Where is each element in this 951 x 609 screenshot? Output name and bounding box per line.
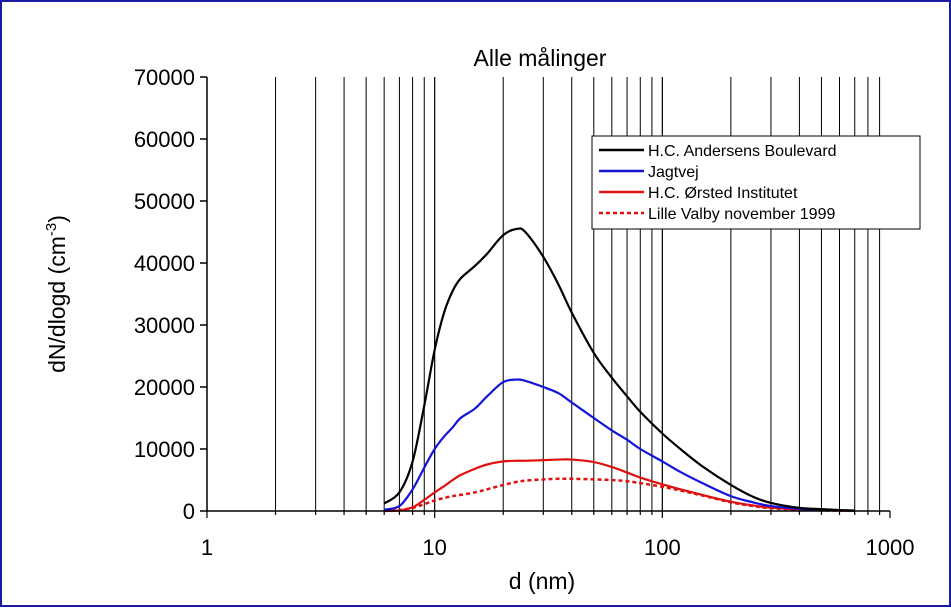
- chart-title: Alle målinger: [474, 45, 607, 71]
- y-tick-label: 70000: [134, 65, 195, 90]
- y-axis-label-superscript: -3: [43, 223, 60, 236]
- axes: [200, 76, 891, 518]
- y-tick-labels: 0 10000 20000 30000 40000 50000 60000 70000: [134, 65, 195, 524]
- x-tick-label: 10: [422, 535, 446, 560]
- x-tick-labels: 1 10 100 1000: [201, 535, 915, 560]
- legend: H.C. Andersens Boulevard Jagtvej H.C. Ørst…: [591, 135, 921, 230]
- y-tick-label: 60000: [134, 127, 195, 152]
- y-tick-label: 20000: [134, 375, 195, 400]
- y-tick-label: 0: [183, 499, 195, 524]
- grid-lines: [275, 77, 881, 511]
- x-tick-label: 1000: [866, 535, 915, 560]
- legend-label-1: Jagtvej: [648, 164, 699, 181]
- legend-label-2: H.C. Ørsted Institutet: [648, 185, 798, 202]
- y-tick-label: 40000: [134, 251, 195, 276]
- series-line-1: [383, 378, 855, 512]
- y-axis-label: dN/dlogd (cm-3): [43, 215, 70, 373]
- y-axis-label-main: dN/dlogd (cm: [44, 236, 70, 373]
- legend-box: [591, 135, 921, 230]
- y-tick-label: 30000: [134, 313, 195, 338]
- series-line-3: [384, 477, 855, 513]
- series-lines: [383, 227, 855, 513]
- x-tick-label: 1: [201, 535, 213, 560]
- series-line-0: [383, 227, 855, 512]
- y-tick-label: 50000: [134, 189, 195, 214]
- series-line-2: [384, 458, 855, 513]
- legend-label-0: H.C. Andersens Boulevard: [648, 143, 837, 160]
- x-tick-label: 100: [644, 535, 681, 560]
- y-axis-label-close: ): [44, 215, 70, 223]
- y-tick-label: 10000: [134, 437, 195, 462]
- x-axis-label: d (nm): [509, 568, 575, 594]
- legend-label-3: Lille Valby november 1999: [648, 206, 835, 223]
